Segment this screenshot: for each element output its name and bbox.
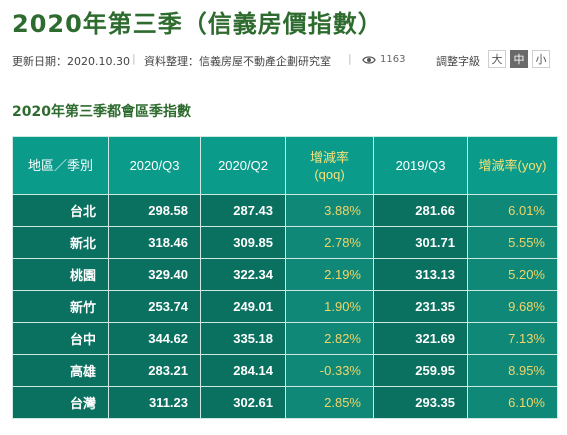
value-qoq: 2.82% xyxy=(285,322,374,355)
view-count: 1163 xyxy=(380,54,406,65)
value-2020-q2: 302.61 xyxy=(200,386,286,419)
value-qoq: 2.19% xyxy=(285,258,374,291)
value-2020-q2: 322.34 xyxy=(200,258,286,291)
table-row: 桃園 329.40 322.34 2.19% 313.13 5.20% xyxy=(12,258,558,291)
table-row: 新竹 253.74 249.01 1.90% 231.35 9.68% xyxy=(12,290,558,323)
value-qoq: 3.88% xyxy=(285,194,374,227)
value-2019-q3: 259.95 xyxy=(373,354,468,387)
header-2019-q3: 2019/Q3 xyxy=(373,136,468,195)
value-2020-q3: 311.23 xyxy=(108,386,201,419)
meta-separator: | xyxy=(132,52,136,65)
value-2019-q3: 231.35 xyxy=(373,290,468,323)
region-cell: 桃園 xyxy=(12,258,109,291)
value-2020-q3: 329.40 xyxy=(108,258,201,291)
value-2019-q3: 313.13 xyxy=(373,258,468,291)
value-2019-q3: 301.71 xyxy=(373,226,468,259)
table-row: 台灣 311.23 302.61 2.85% 293.35 6.10% xyxy=(12,386,558,419)
font-size-medium-button[interactable]: 中 xyxy=(510,50,528,68)
eye-icon xyxy=(362,54,376,66)
header-2020-q2: 2020/Q2 xyxy=(200,136,286,195)
value-yoy: 8.95% xyxy=(467,354,558,387)
value-yoy: 6.10% xyxy=(467,386,558,419)
region-cell: 新北 xyxy=(12,226,109,259)
font-size-small-button[interactable]: 小 xyxy=(532,50,550,68)
value-2019-q3: 281.66 xyxy=(373,194,468,227)
value-2020-q2: 335.18 xyxy=(200,322,286,355)
section-title: 2020年第三季都會區季指數 xyxy=(12,104,191,120)
value-2020-q2: 284.14 xyxy=(200,354,286,387)
value-2020-q3: 298.58 xyxy=(108,194,201,227)
meta-bar: 更新日期：2020.10.30 | 資料整理：信義房屋不動產企劃研究室 | 11… xyxy=(12,50,557,70)
update-date: 更新日期：2020.10.30 xyxy=(12,55,130,68)
region-cell: 台灣 xyxy=(12,386,109,419)
index-table: 地區／季別 2020/Q3 2020/Q2 增減率 (qoq) 2019/Q3 增… xyxy=(12,136,558,419)
region-cell: 台北 xyxy=(12,194,109,227)
value-qoq: -0.33% xyxy=(285,354,374,387)
value-2020-q2: 309.85 xyxy=(200,226,286,259)
value-yoy: 7.13% xyxy=(467,322,558,355)
value-2020-q2: 287.43 xyxy=(200,194,286,227)
table-row: 新北 318.46 309.85 2.78% 301.71 5.55% xyxy=(12,226,558,259)
header-qoq: 增減率 (qoq) xyxy=(285,136,374,195)
value-yoy: 5.55% xyxy=(467,226,558,259)
table-row: 台北 298.58 287.43 3.88% 281.66 6.01% xyxy=(12,194,558,227)
value-yoy: 6.01% xyxy=(467,194,558,227)
value-2020-q3: 344.62 xyxy=(108,322,201,355)
font-size-label: 調整字級 xyxy=(436,55,480,68)
font-size-large-button[interactable]: 大 xyxy=(488,50,506,68)
value-qoq: 2.85% xyxy=(285,386,374,419)
region-cell: 新竹 xyxy=(12,290,109,323)
value-2020-q3: 283.21 xyxy=(108,354,201,387)
value-qoq: 1.90% xyxy=(285,290,374,323)
value-2019-q3: 321.69 xyxy=(373,322,468,355)
value-yoy: 9.68% xyxy=(467,290,558,323)
header-region: 地區／季別 xyxy=(12,136,109,195)
value-qoq: 2.78% xyxy=(285,226,374,259)
value-2020-q3: 253.74 xyxy=(108,290,201,323)
header-2020-q3: 2020/Q3 xyxy=(108,136,201,195)
value-2020-q2: 249.01 xyxy=(200,290,286,323)
table-row: 高雄 283.21 284.14 -0.33% 259.95 8.95% xyxy=(12,354,558,387)
header-yoy: 增減率(yoy) xyxy=(467,136,558,195)
meta-separator: | xyxy=(348,52,352,65)
value-2019-q3: 293.35 xyxy=(373,386,468,419)
source-label: 資料整理：信義房屋不動產企劃研究室 xyxy=(144,55,331,68)
value-2020-q3: 318.46 xyxy=(108,226,201,259)
table-header-row: 地區／季別 2020/Q3 2020/Q2 增減率 (qoq) 2019/Q3 增… xyxy=(12,136,558,195)
value-yoy: 5.20% xyxy=(467,258,558,291)
region-cell: 台中 xyxy=(12,322,109,355)
page-title: 2020年第三季（信義房價指數） xyxy=(12,10,383,38)
table-row: 台中 344.62 335.18 2.82% 321.69 7.13% xyxy=(12,322,558,355)
region-cell: 高雄 xyxy=(12,354,109,387)
